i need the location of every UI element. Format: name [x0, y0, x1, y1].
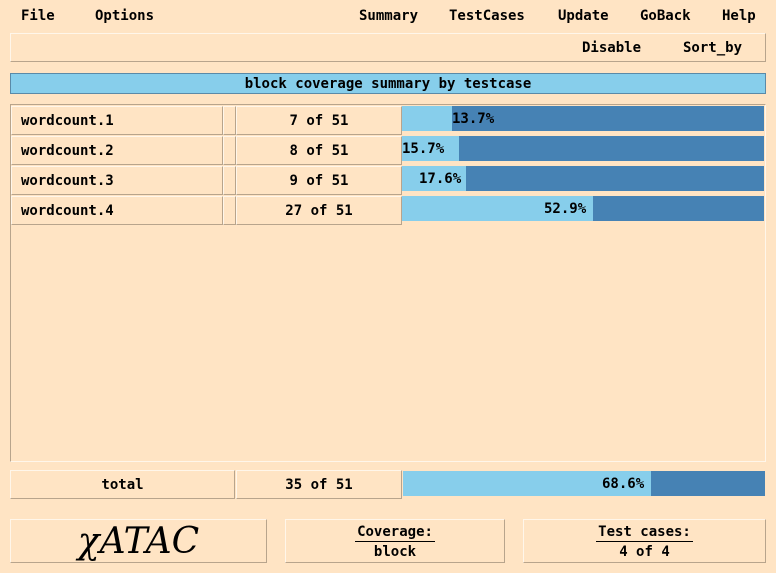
coverage-list-panel: wordcount.1 7 of 51 13.7% wordcount.2 8 …: [10, 104, 766, 462]
coverage-bar: 52.9%: [402, 196, 764, 221]
testcase-count: 8 of 51: [236, 136, 402, 165]
menu-help[interactable]: Help: [722, 8, 756, 24]
coverage-label: Coverage:: [355, 524, 435, 542]
testcase-name: wordcount.2: [11, 136, 223, 165]
logo-panel: χATAC: [10, 519, 267, 563]
total-coverage-bar-fill: [403, 471, 652, 496]
testcase-count: 27 of 51: [236, 196, 402, 225]
coverage-percent: 13.7%: [452, 110, 495, 127]
table-row[interactable]: wordcount.1 7 of 51 13.7%: [11, 105, 765, 135]
coverage-bar-fill: [402, 166, 466, 191]
testcase-name: wordcount.4: [11, 196, 223, 225]
total-count: 35 of 51: [236, 470, 402, 499]
testcase-count: 7 of 51: [236, 106, 402, 135]
testcases-value: 4 of 4: [619, 544, 670, 560]
table-row[interactable]: wordcount.4 27 of 51 52.9%: [11, 195, 765, 225]
testcase-name: wordcount.3: [11, 166, 223, 195]
total-row: total 35 of 51 68.6%: [10, 469, 766, 500]
testcase-name: wordcount.1: [11, 106, 223, 135]
sort-by-button[interactable]: Sort_by: [683, 40, 743, 56]
row-separator: [223, 136, 236, 165]
summary-title: block coverage summary by testcase: [10, 73, 766, 94]
menu-options[interactable]: Options: [95, 8, 155, 24]
menu-update[interactable]: Update: [558, 8, 609, 24]
menu-goback[interactable]: GoBack: [640, 8, 691, 24]
coverage-percent: 17.6%: [419, 170, 462, 187]
menu-summary[interactable]: Summary: [359, 8, 419, 24]
menu-bar: File Options Summary TestCases Update Go…: [0, 0, 776, 32]
total-coverage-bar: 68.6%: [403, 471, 765, 496]
row-separator: [223, 166, 236, 195]
total-coverage-percent: 68.6%: [602, 475, 645, 492]
menu-file[interactable]: File: [21, 8, 55, 24]
total-label: total: [10, 470, 235, 499]
coverage-value: block: [373, 544, 417, 560]
app-logo: χATAC: [77, 520, 200, 562]
table-row[interactable]: wordcount.2 8 of 51 15.7%: [11, 135, 765, 165]
coverage-panel[interactable]: Coverage: block: [285, 519, 505, 563]
toolbar: Disable Sort_by: [10, 33, 766, 62]
coverage-bar-fill: [402, 196, 594, 221]
row-separator: [223, 106, 236, 135]
table-row[interactable]: wordcount.3 9 of 51 17.6%: [11, 165, 765, 195]
disable-button[interactable]: Disable: [582, 40, 642, 56]
coverage-percent: 52.9%: [544, 200, 587, 217]
coverage-percent: 15.7%: [402, 140, 445, 157]
testcase-count: 9 of 51: [236, 166, 402, 195]
row-separator: [223, 196, 236, 225]
coverage-bar: 15.7%: [402, 136, 764, 161]
coverage-bar-fill: [402, 136, 459, 161]
menu-testcases[interactable]: TestCases: [449, 8, 525, 24]
coverage-bar: 13.7%: [402, 106, 764, 131]
coverage-bar-fill: [402, 106, 452, 131]
testcases-panel[interactable]: Test cases: 4 of 4: [523, 519, 766, 563]
testcases-label: Test cases:: [596, 524, 693, 542]
coverage-bar: 17.6%: [402, 166, 764, 191]
